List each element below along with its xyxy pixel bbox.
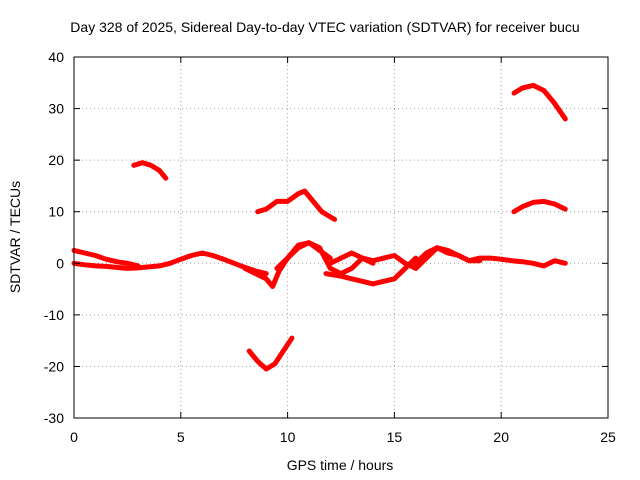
tick-layer: 0 5 10 15 20 25 -30 -20 -10 0 10 20 30 40 [44, 49, 616, 445]
x-tick-label: 20 [493, 429, 509, 445]
series-arc-rise [274, 240, 376, 277]
y-tick-label: -20 [44, 358, 64, 374]
series-arc-low-12-16 [323, 255, 419, 287]
series-arc-day-end [413, 245, 483, 266]
chart-title: Day 328 of 2025, Sidereal Day-to-day VTE… [70, 19, 579, 35]
y-tick-label: -10 [44, 307, 64, 323]
series-arc-11 [511, 198, 568, 215]
series-layer [71, 82, 568, 372]
y-tick-label: 20 [48, 152, 64, 168]
series-arc-34 [511, 82, 568, 122]
y-tick-label: 40 [48, 49, 64, 65]
x-tick-label: 0 [70, 429, 78, 445]
series-arc-main-high [71, 247, 141, 269]
grid [74, 57, 608, 418]
series-arc-12 [255, 188, 338, 222]
x-tick-label: 15 [387, 429, 403, 445]
x-tick-label: 10 [280, 429, 296, 445]
x-axis-label: GPS time / hours [287, 457, 394, 473]
series-arc-main-low [71, 250, 269, 277]
x-tick-label: 25 [600, 429, 616, 445]
y-tick-label: 10 [48, 204, 64, 220]
series-arc-neg-20 [246, 335, 295, 372]
plot-frame [73, 56, 609, 419]
y-axis-label: SDTVAR / TECUs [7, 181, 23, 293]
y-tick-label: 30 [48, 101, 64, 117]
y-tick-label: -30 [44, 410, 64, 426]
series-arc-20 [131, 160, 169, 181]
x-tick-label: 5 [177, 429, 185, 445]
y-tick-label: 0 [56, 255, 64, 271]
